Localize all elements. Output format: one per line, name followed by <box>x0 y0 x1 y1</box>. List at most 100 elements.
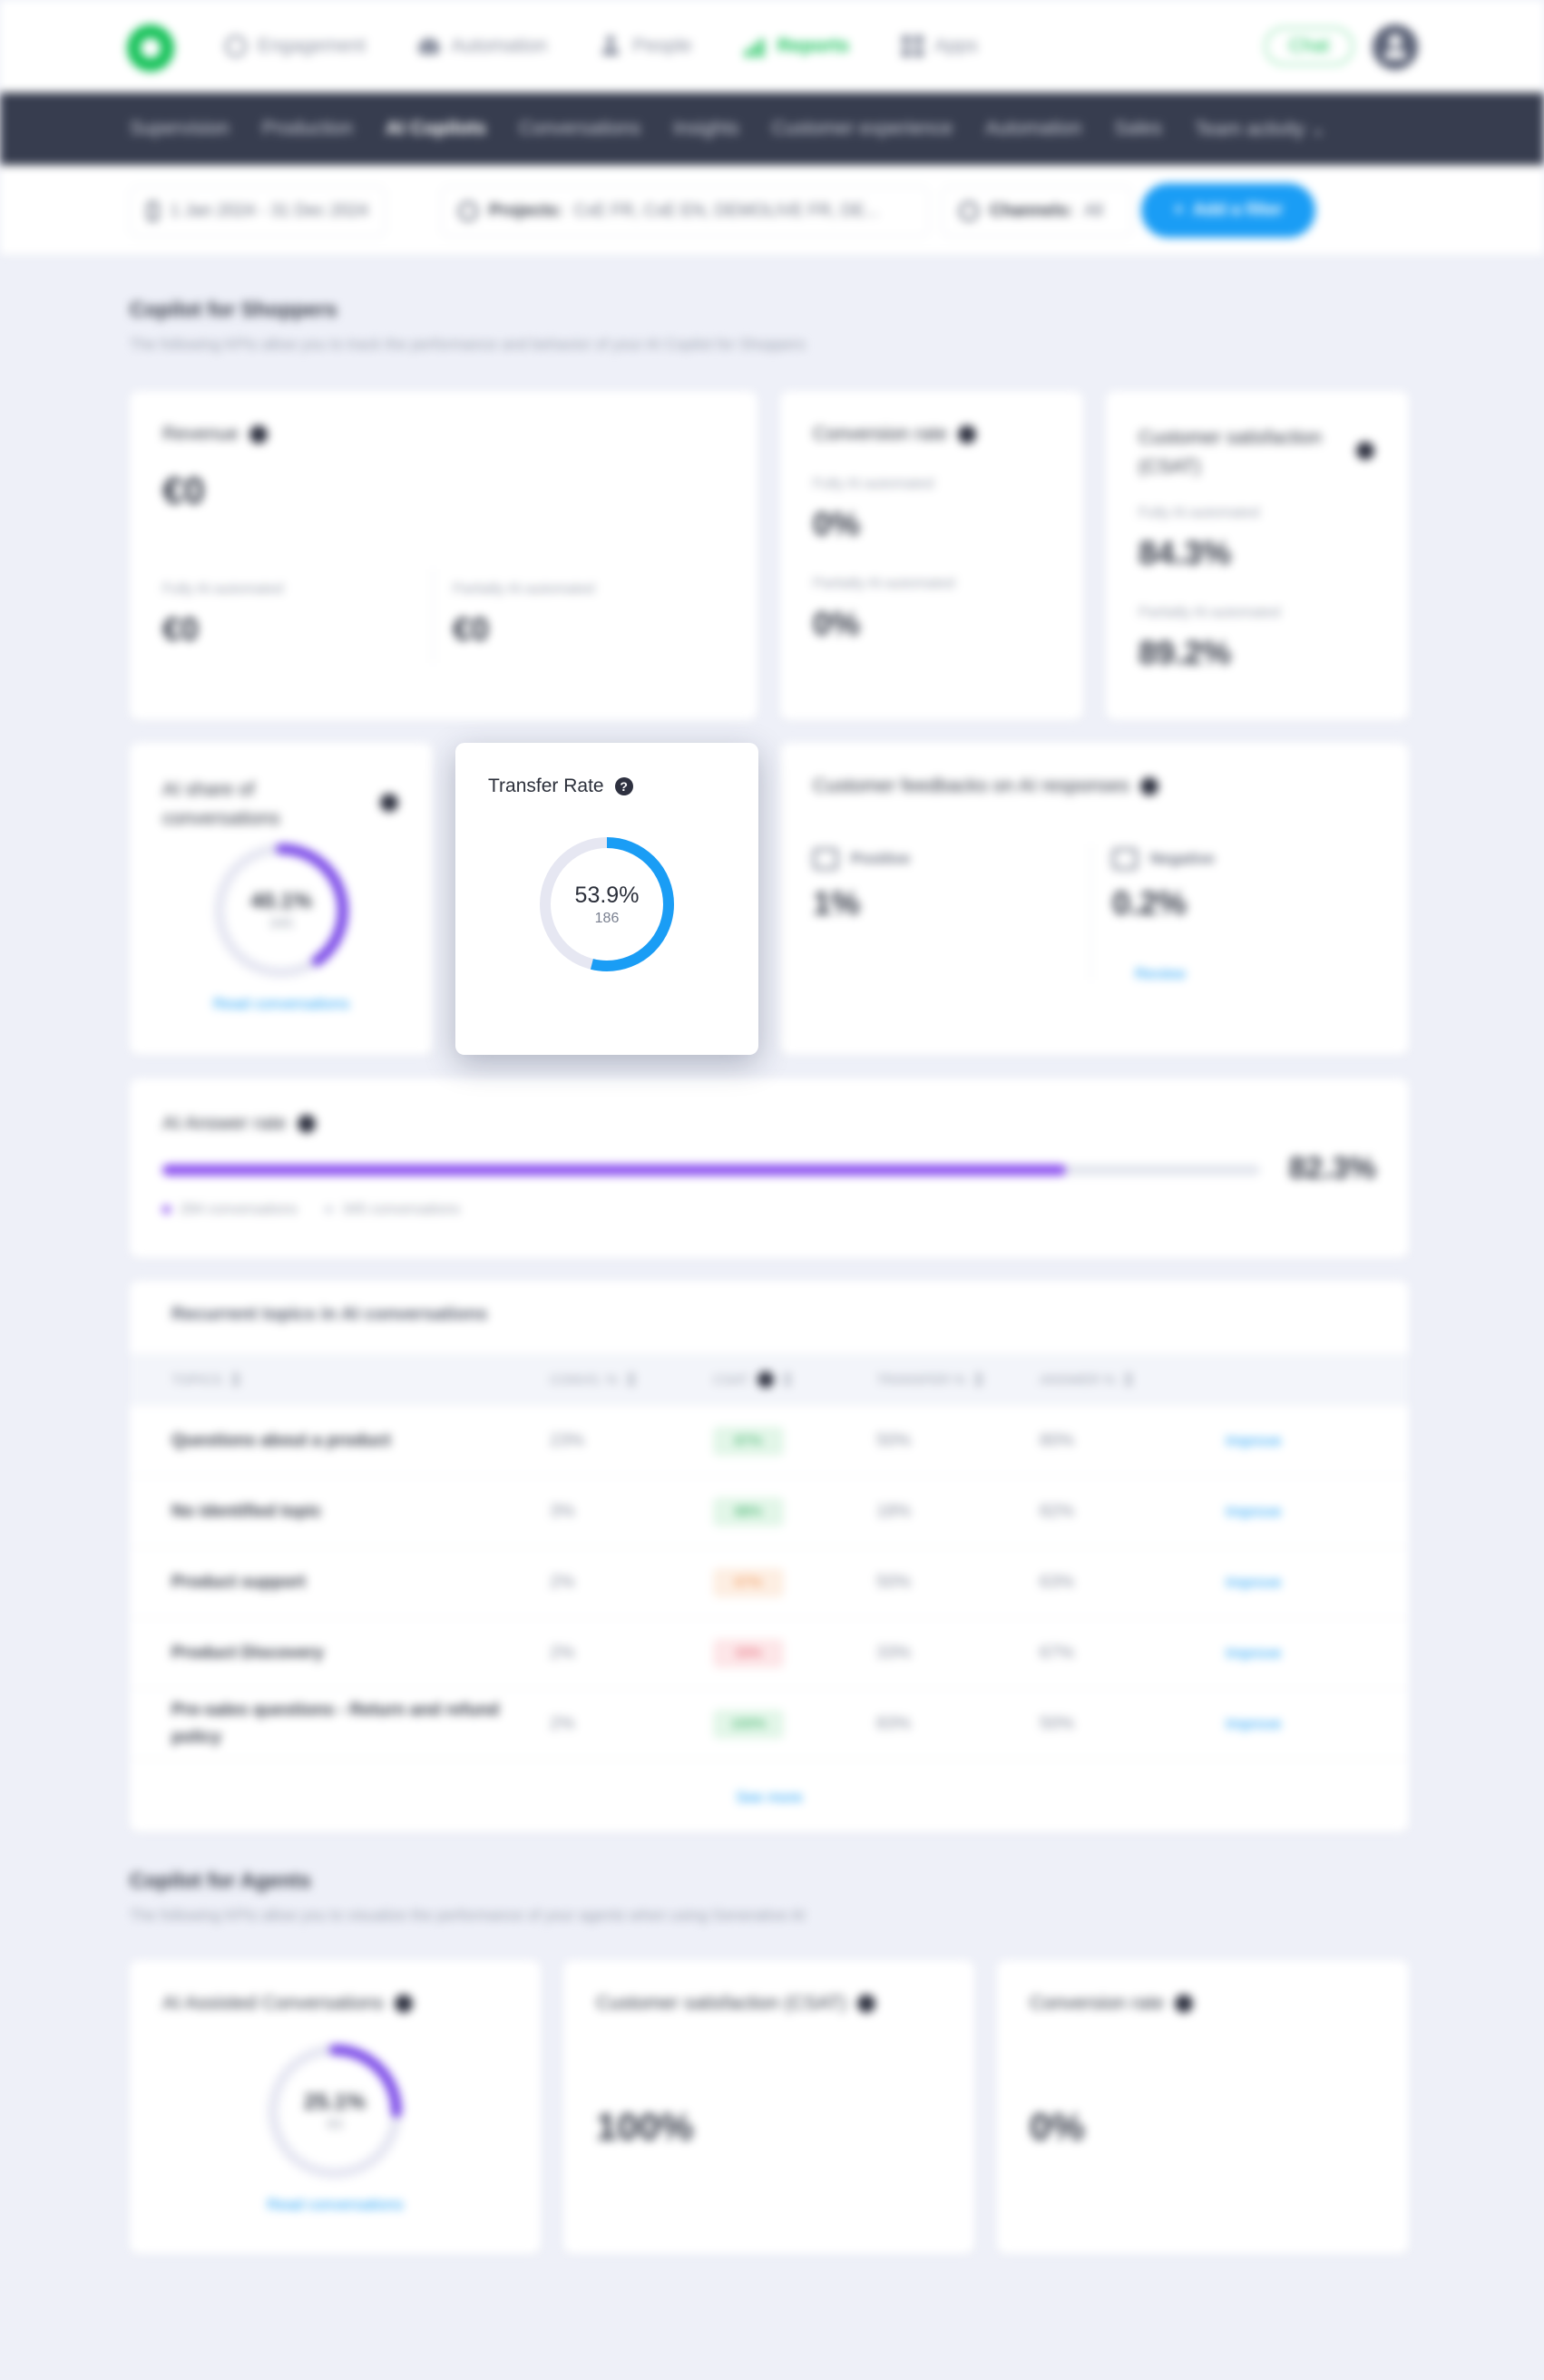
column-label: CONVS. % <box>550 1371 619 1388</box>
negative-label-text: Negative <box>1150 850 1215 867</box>
nav-item-people[interactable]: People <box>600 35 692 57</box>
fully-automated-value: 84.3% <box>1138 534 1232 571</box>
date-range-filter[interactable]: 1 Jan 2024 - 31 Dec 2024 <box>130 186 386 237</box>
projects-filter[interactable]: Projects: CxE FR, CxE EN, DEMOLIVE FR, D… <box>441 186 929 237</box>
agents-conversion-card: Conversion rate 0% <box>997 1960 1409 2254</box>
nav-item-engagement[interactable]: Engagement <box>225 35 366 57</box>
chat-button[interactable]: Chat <box>1265 27 1353 65</box>
fully-automated-label: Fully AI-automated <box>1138 505 1260 521</box>
tab-supervision[interactable]: Supervision <box>130 118 230 139</box>
topic-name: Product Discovery <box>171 1644 324 1663</box>
help-icon[interactable] <box>614 777 633 795</box>
read-conversations-link[interactable]: Read conversations <box>267 2196 404 2213</box>
review-link[interactable]: Review <box>1135 965 1186 982</box>
card-title: Revenue <box>162 424 269 445</box>
help-icon[interactable] <box>1175 1995 1194 2013</box>
improve-link[interactable]: Improve <box>1226 1574 1282 1591</box>
help-icon[interactable] <box>380 794 398 812</box>
section-subtitle-agents: The following KPIs allow you to visualiz… <box>130 1907 806 1924</box>
convs-percent: 3% <box>550 1502 575 1521</box>
improve-link[interactable]: Improve <box>1226 1432 1282 1449</box>
column-header-answer[interactable]: ANSWER % <box>1040 1353 1134 1406</box>
tab-ai-copilots[interactable]: AI Copilots <box>386 118 486 139</box>
tab-automation[interactable]: Automation <box>985 118 1082 139</box>
column-label: TRANSFER % <box>876 1371 966 1388</box>
divider <box>1090 844 1091 980</box>
transfer-rate-card[interactable]: Transfer Rate 53.9% 186 <box>455 743 758 1055</box>
help-icon[interactable] <box>1140 777 1159 795</box>
improve-link[interactable]: Improve <box>1226 1503 1282 1520</box>
tab-team-activity[interactable]: Team activity ⌄ <box>1195 118 1326 141</box>
improve-link[interactable]: Improve <box>1226 1644 1282 1662</box>
legend-dot-answered <box>162 1205 171 1214</box>
ai-share-card: AI share of conversations 40.1% 345 Read… <box>130 743 433 1055</box>
table-row: Questions about a product 23% 87% 50% 80… <box>130 1406 1409 1477</box>
nav-item-reports[interactable]: Reports <box>744 35 849 57</box>
avatar[interactable] <box>1373 24 1418 70</box>
tab-sales[interactable]: Sales <box>1114 118 1162 139</box>
help-icon[interactable] <box>958 425 977 444</box>
answer-rate-percent: 82.3% <box>1288 1151 1376 1185</box>
fully-automated-value: 0% <box>813 505 861 542</box>
tab-production[interactable]: Production <box>261 118 354 139</box>
sort-icon <box>782 1372 792 1387</box>
donut-percent: 53.9% <box>574 882 640 908</box>
help-icon[interactable] <box>757 1371 774 1388</box>
table-row: Pre-sales questions - Return and refund … <box>130 1689 1409 1760</box>
column-header-topics[interactable]: TOPICS <box>171 1353 240 1406</box>
thumbs-up-icon <box>813 848 838 870</box>
add-filter-button[interactable]: + Add a filter <box>1141 183 1315 238</box>
tab-conversations[interactable]: Conversations <box>518 118 641 139</box>
add-filter-label: Add a filter <box>1192 200 1284 219</box>
help-icon[interactable] <box>249 425 269 444</box>
donut-count: 186 <box>594 910 620 926</box>
tab-customer-experience[interactable]: Customer experience <box>771 118 953 139</box>
card-title-text: Customer satisfaction (CSAT) <box>596 1993 847 2014</box>
card-title: Customer feedbacks on AI responses <box>813 775 1159 797</box>
answer-percent: 67% <box>1040 1644 1075 1663</box>
column-header-convs[interactable]: CONVS. % <box>550 1353 637 1406</box>
card-title-text: AI Answer rate <box>162 1113 287 1134</box>
revenue-total: €0 <box>162 469 205 512</box>
card-title-text: Conversion rate <box>813 424 948 444</box>
card-title: Conversion rate <box>813 424 977 445</box>
negative-feedback-value: 0.2% <box>1112 884 1187 922</box>
help-icon[interactable] <box>297 1115 316 1133</box>
divider <box>433 569 434 663</box>
main-nav: Engagement Automation People Reports App… <box>225 0 978 93</box>
ai-feedback-card: Customer feedbacks on AI responses Posit… <box>780 743 1409 1055</box>
partially-automated-label: Partially AI-automated <box>1138 605 1281 620</box>
nav-item-automation[interactable]: Automation <box>418 35 547 57</box>
tab-insights[interactable]: Insights <box>673 118 739 139</box>
recurrent-topics-card: Recurrent topics in AI conversations TOP… <box>130 1281 1409 1832</box>
help-icon[interactable] <box>394 1995 413 2013</box>
donut-percent: 25.1% <box>303 2090 366 2114</box>
table-row: Product support 2% 67% 50% 63% Improve <box>130 1547 1409 1618</box>
topic-name: Questions about a product <box>171 1431 391 1450</box>
ai-assisted-card: AI Assisted Conversations 25.1% 93 Read … <box>130 1960 541 2254</box>
see-more-link[interactable]: See more <box>736 1789 803 1806</box>
brand-logo[interactable] <box>127 24 174 72</box>
convs-percent: 2% <box>550 1644 575 1663</box>
agents-csat-value: 100% <box>596 2105 694 2148</box>
circle-icon <box>225 35 247 57</box>
cloud-icon <box>418 38 441 54</box>
column-label: ANSWER % <box>1040 1371 1116 1388</box>
column-header-csat[interactable]: CSAT <box>713 1353 792 1406</box>
legend-dot-total <box>325 1205 334 1214</box>
card-title: AI Assisted Conversations <box>162 1993 413 2014</box>
answer-percent: 82% <box>1040 1502 1075 1521</box>
read-conversations-link[interactable]: Read conversations <box>212 995 350 1012</box>
csat-badge: 100% <box>713 1710 784 1739</box>
table-header: TOPICS CONVS. % CSAT TRANSFER % ANSWER % <box>130 1353 1409 1406</box>
column-header-transfer[interactable]: TRANSFER % <box>876 1353 984 1406</box>
section-title-agents: Copilot for Agents <box>130 1868 311 1892</box>
chat-bubble-icon <box>959 201 979 221</box>
nav-item-apps[interactable]: Apps <box>902 35 978 57</box>
improve-link[interactable]: Improve <box>1226 1715 1282 1732</box>
channels-filter[interactable]: Channels: All <box>942 186 1132 237</box>
partially-automated-value: €0 <box>453 610 490 648</box>
help-icon[interactable] <box>1356 442 1374 460</box>
card-title-text: Conversion rate <box>1030 1993 1165 2014</box>
help-icon[interactable] <box>857 1995 876 2013</box>
